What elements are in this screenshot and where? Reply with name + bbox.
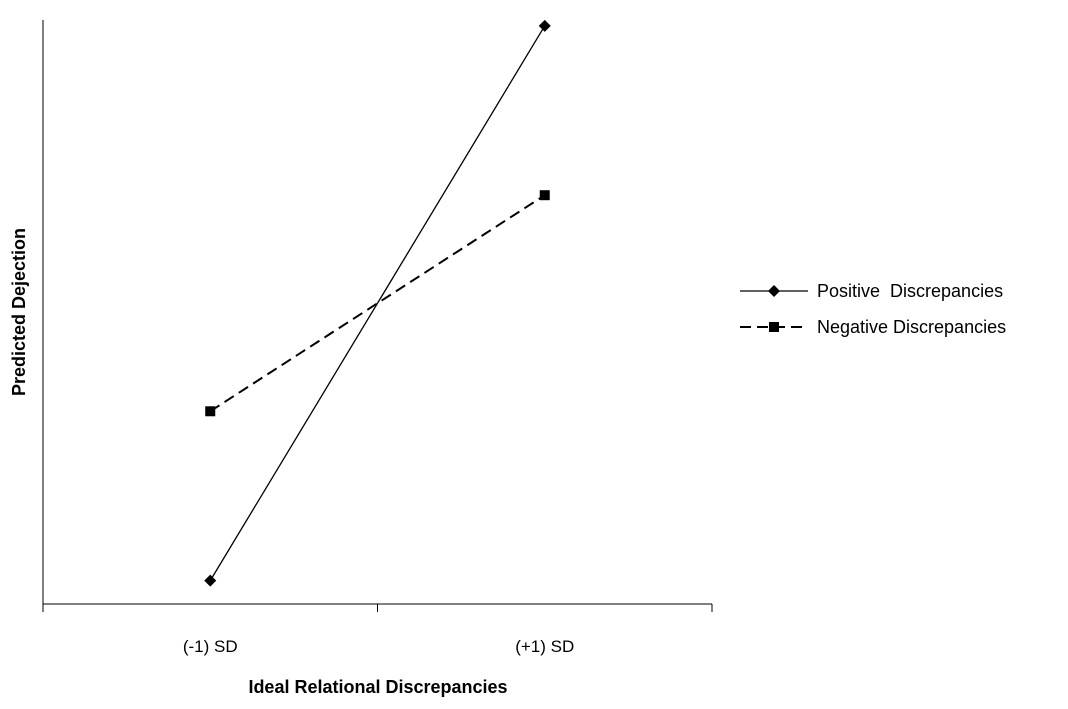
series-line xyxy=(209,25,546,581)
data-point xyxy=(538,19,551,32)
x-tick-label: (-1) SD xyxy=(183,637,238,656)
data-point xyxy=(205,406,216,417)
legend-label: Positive Discrepancies xyxy=(817,281,1003,301)
axes: (-1) SD (+1) SD xyxy=(42,20,713,656)
legend: Positive Discrepancies Negative Discrepan… xyxy=(740,281,1006,337)
legend-marker xyxy=(769,322,779,332)
data-point xyxy=(539,190,550,201)
series-line xyxy=(209,194,546,413)
legend-item-1: Positive Discrepancies xyxy=(740,281,1003,301)
data-point xyxy=(204,574,217,587)
y-axis-title: Predicted Dejection xyxy=(9,228,29,396)
legend-label: Negative Discrepancies xyxy=(817,317,1006,337)
legend-item-2: Negative Discrepancies xyxy=(740,317,1006,337)
series-group xyxy=(204,19,551,587)
x-tick-label: (+1) SD xyxy=(515,637,574,656)
legend-marker xyxy=(768,285,780,297)
series-1 xyxy=(204,19,551,587)
x-axis-title: Ideal Relational Discrepancies xyxy=(248,677,507,697)
series-2 xyxy=(205,190,550,417)
